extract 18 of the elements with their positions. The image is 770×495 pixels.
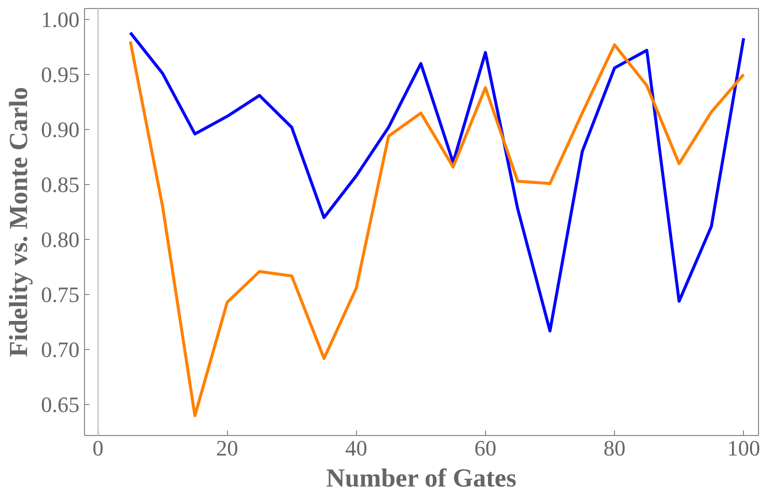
line-series <box>128 40 746 418</box>
y-tick-label: 0.95 <box>41 62 80 88</box>
y-tick-label: 0.90 <box>41 117 80 142</box>
y-tick-label: 0.85 <box>41 172 80 198</box>
x-tick-label: 40 <box>345 436 368 460</box>
y-axis-title: Fidelity vs. Monte Carlo <box>4 86 33 358</box>
y-tick-label: 0.80 <box>41 227 80 252</box>
y-tick-label: 0.75 <box>41 282 80 308</box>
line-series <box>128 31 746 332</box>
x-tick-label: 60 <box>474 436 496 460</box>
x-tick-label: 0 <box>92 436 104 460</box>
y-tick-label: 0.70 <box>41 337 80 362</box>
x-tick-label: 20 <box>216 436 238 460</box>
x-tick-label: 100 <box>727 436 760 460</box>
x-axis-title: Number of Gates <box>326 464 516 492</box>
y-tick-label: 1.00 <box>41 7 80 32</box>
y-tick-label: 0.65 <box>41 392 80 418</box>
x-tick-label: 80 <box>604 436 626 460</box>
